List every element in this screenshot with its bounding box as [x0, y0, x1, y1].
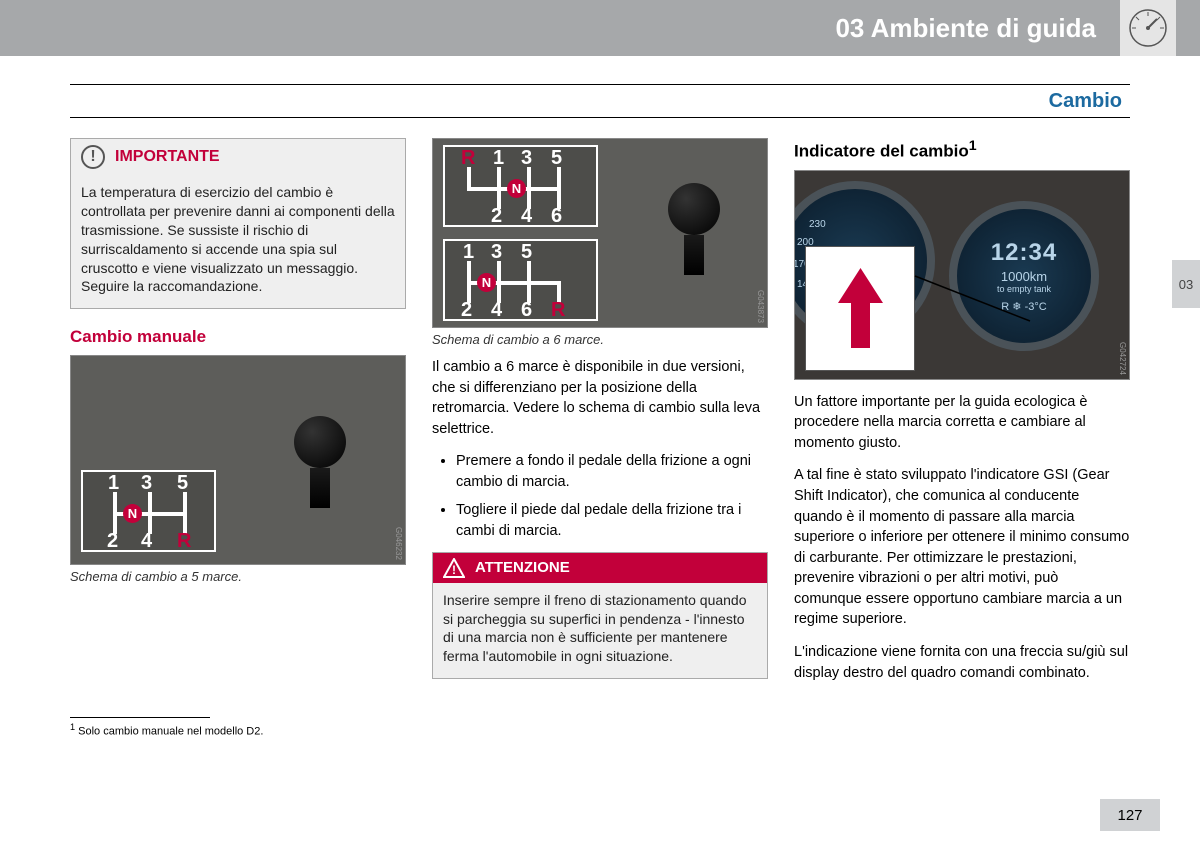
g-rb: R	[551, 299, 565, 322]
content-area: ! IMPORTANTE La temperatura di esercizio…	[0, 118, 1200, 697]
chapter-title: 03 Ambiente di guida	[835, 13, 1096, 44]
gear-5: 5	[177, 472, 188, 495]
image-code-ind: G042724	[1118, 342, 1127, 375]
column-1: ! IMPORTANTE La temperatura di esercizio…	[70, 138, 406, 697]
clock-range-label: to empty tank	[997, 284, 1051, 294]
page-number: 127	[1100, 799, 1160, 831]
important-callout: ! IMPORTANTE La temperatura di esercizio…	[70, 138, 406, 309]
section-bar: Cambio	[70, 84, 1130, 118]
gear-2: 2	[107, 530, 118, 553]
gear-n: N	[123, 504, 142, 523]
para-ind-2: A tal fine è stato sviluppato l'indicato…	[794, 465, 1130, 630]
attention-label: ATTENZIONE	[475, 559, 570, 576]
para-6-speed: Il cambio a 6 marce è disponibile in due…	[432, 357, 768, 439]
figure-indicator: 140 170 200 230 12:34 1000km to empty ta…	[794, 170, 1130, 380]
gear-r-top: R	[461, 147, 475, 170]
arrow-callout	[805, 246, 915, 371]
heading-cambio-manuale: Cambio manuale	[70, 327, 406, 347]
g1: 1	[493, 147, 504, 170]
figure-caption-6: Schema di cambio a 6 marce.	[432, 332, 768, 347]
heading-indicatore: Indicatore del cambio1	[794, 138, 1130, 162]
footnote-num: 1	[70, 722, 75, 732]
clock-range: 1000km	[1001, 269, 1047, 284]
image-code-6: G043873	[756, 290, 765, 323]
important-body: La temperatura di esercizio del cambio è…	[71, 175, 405, 308]
footnote-text: Solo cambio manuale nel modello D2.	[78, 726, 263, 738]
attention-header: ! ATTENZIONE	[433, 553, 767, 583]
gear-n-6a: N	[507, 179, 526, 198]
clock-temp: R ❄ -3°C	[1001, 300, 1046, 313]
gear-r: R	[177, 530, 191, 553]
g5b: 5	[521, 241, 532, 264]
warning-icon: !	[443, 558, 465, 578]
figure-5-speed: 1 3 5 2 4 R N G046232	[70, 355, 406, 565]
gear-4: 4	[141, 530, 152, 553]
attention-body: Inserire sempre il freno di stazionament…	[433, 583, 767, 679]
figure-6-speed: R 1 3 5 2 4 6 N 1 3 5 2 4 6	[432, 138, 768, 328]
column-3: Indicatore del cambio1 140 170 200 230 1…	[794, 138, 1130, 697]
info-display-illustration: 12:34 1000km to empty tank R ❄ -3°C	[949, 201, 1099, 351]
g6: 6	[551, 205, 562, 228]
g4b: 4	[491, 299, 502, 322]
g2b: 2	[461, 299, 472, 322]
side-tab: 03	[1172, 260, 1200, 308]
bullet-1: Premere a fondo il pedale della frizione…	[456, 451, 768, 492]
footnote-marker: 1	[969, 138, 977, 154]
chapter-bar: 03 Ambiente di guida	[0, 0, 1200, 56]
gear-n-6b: N	[477, 273, 496, 292]
gear-knob-illustration	[285, 416, 355, 506]
para-ind-3: L'indicazione viene fornita con una frec…	[794, 642, 1130, 683]
gear-pattern-5: 1 3 5 2 4 R N	[81, 470, 216, 552]
important-label: IMPORTANTE	[115, 148, 220, 166]
gear-3: 3	[141, 472, 152, 495]
gear-pattern-6a: R 1 3 5 2 4 6 N	[443, 145, 598, 227]
g1b: 1	[463, 241, 474, 264]
gear-knob-illustration-6	[659, 183, 729, 273]
g4: 4	[521, 205, 532, 228]
g5: 5	[551, 147, 562, 170]
para-ind-1: Un fattore importante per la guida ecolo…	[794, 392, 1130, 454]
gauge-icon	[1120, 0, 1176, 56]
bullet-2: Togliere il piede dal pedale della frizi…	[456, 500, 768, 541]
info-icon: !	[81, 145, 105, 169]
image-code: G046232	[394, 527, 403, 560]
svg-text:!: !	[452, 563, 456, 577]
gear-1: 1	[108, 472, 119, 495]
g3: 3	[521, 147, 532, 170]
up-arrow-icon	[833, 263, 888, 353]
g6b: 6	[521, 299, 532, 322]
bullet-list: Premere a fondo il pedale della frizione…	[432, 451, 768, 541]
figure-caption-5: Schema di cambio a 5 marce.	[70, 569, 406, 584]
g3b: 3	[491, 241, 502, 264]
attention-callout: ! ATTENZIONE Inserire sempre il freno di…	[432, 552, 768, 680]
clock-time: 12:34	[991, 239, 1057, 267]
g2: 2	[491, 205, 502, 228]
gear-pattern-6b: 1 3 5 2 4 6 R N	[443, 239, 598, 321]
section-title: Cambio	[1049, 90, 1122, 113]
footnote: 1 Solo cambio manuale nel modello D2.	[0, 718, 1200, 742]
heading-indicatore-text: Indicatore del cambio	[794, 142, 969, 161]
important-header: ! IMPORTANTE	[71, 139, 405, 175]
column-2: R 1 3 5 2 4 6 N 1 3 5 2 4 6	[432, 138, 768, 697]
